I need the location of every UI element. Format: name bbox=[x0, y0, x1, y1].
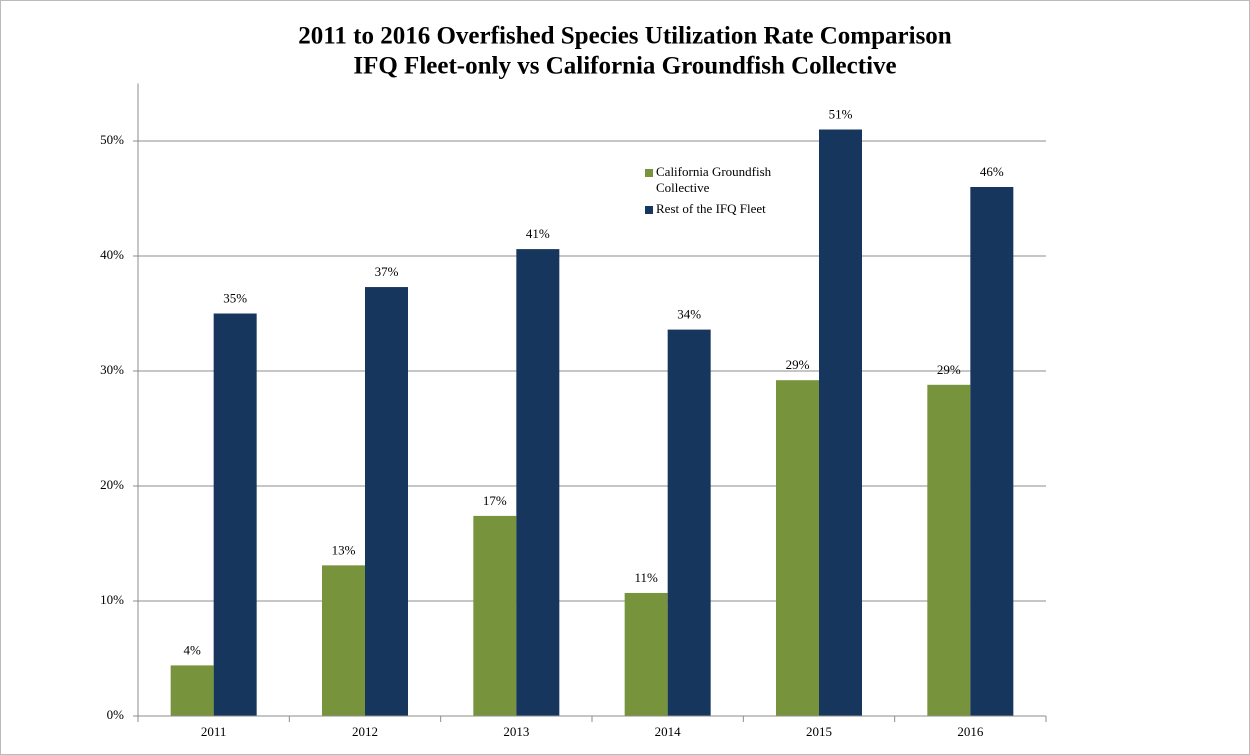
legend-swatch bbox=[645, 169, 653, 177]
bar bbox=[365, 287, 408, 716]
legend-line: Collective bbox=[656, 180, 710, 195]
bar bbox=[322, 565, 365, 716]
legend-label: California Groundfish Collective bbox=[656, 164, 772, 195]
x-tick-label: 2014 bbox=[655, 724, 682, 739]
bar bbox=[776, 380, 819, 716]
x-tick-label: 2012 bbox=[352, 724, 378, 739]
x-tick-label: 2011 bbox=[201, 724, 227, 739]
y-tick-label: 10% bbox=[100, 592, 124, 607]
bar bbox=[170, 665, 214, 716]
y-tick-label: 50% bbox=[100, 132, 124, 147]
data-label: 29% bbox=[786, 357, 810, 372]
data-label: 35% bbox=[223, 290, 247, 305]
x-tick-label: 2013 bbox=[503, 724, 529, 739]
data-label: 4% bbox=[183, 642, 201, 657]
data-label: 17% bbox=[483, 493, 507, 508]
bar bbox=[473, 515, 517, 716]
data-label: 41% bbox=[526, 226, 550, 241]
bar bbox=[624, 592, 668, 716]
legend-line: California Groundfish bbox=[656, 164, 772, 179]
bar bbox=[213, 313, 257, 716]
data-label: 29% bbox=[937, 362, 961, 377]
bar bbox=[516, 249, 560, 716]
y-tick-label: 20% bbox=[100, 477, 124, 492]
legend-label: Rest of the IFQ Fleet bbox=[656, 201, 766, 216]
data-label: 34% bbox=[677, 307, 701, 322]
data-label: 37% bbox=[375, 264, 399, 279]
y-tick-label: 0% bbox=[107, 707, 125, 722]
bar bbox=[927, 384, 971, 716]
y-tick-label: 30% bbox=[100, 362, 124, 377]
data-label: 46% bbox=[980, 164, 1004, 179]
chart-subtitle: IFQ Fleet-only vs California Groundfish … bbox=[353, 53, 896, 80]
bar bbox=[819, 129, 862, 716]
data-label: 13% bbox=[332, 542, 356, 557]
y-tick-label: 40% bbox=[100, 247, 124, 262]
data-label: 11% bbox=[634, 570, 658, 585]
data-label: 51% bbox=[829, 106, 853, 121]
bar bbox=[970, 187, 1014, 716]
x-tick-label: 2016 bbox=[957, 724, 984, 739]
legend-swatch bbox=[645, 206, 653, 214]
x-tick-label: 2015 bbox=[806, 724, 832, 739]
chart-title: 2011 to 2016 Overfished Species Utilizat… bbox=[298, 23, 952, 50]
bar bbox=[667, 329, 711, 716]
